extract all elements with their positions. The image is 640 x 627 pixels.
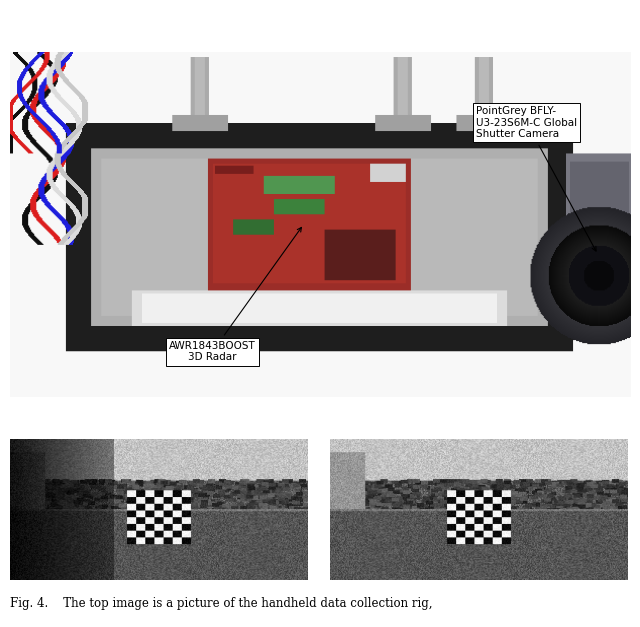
Text: Fig. 4.    The top image is a picture of the handheld data collection rig,: Fig. 4. The top image is a picture of th… [10, 597, 432, 610]
Text: PointGrey BFLY-
U3-23S6M-C Global
Shutter Camera: PointGrey BFLY- U3-23S6M-C Global Shutte… [476, 106, 596, 251]
Text: AWR1843BOOST
3D Radar: AWR1843BOOST 3D Radar [169, 228, 301, 362]
